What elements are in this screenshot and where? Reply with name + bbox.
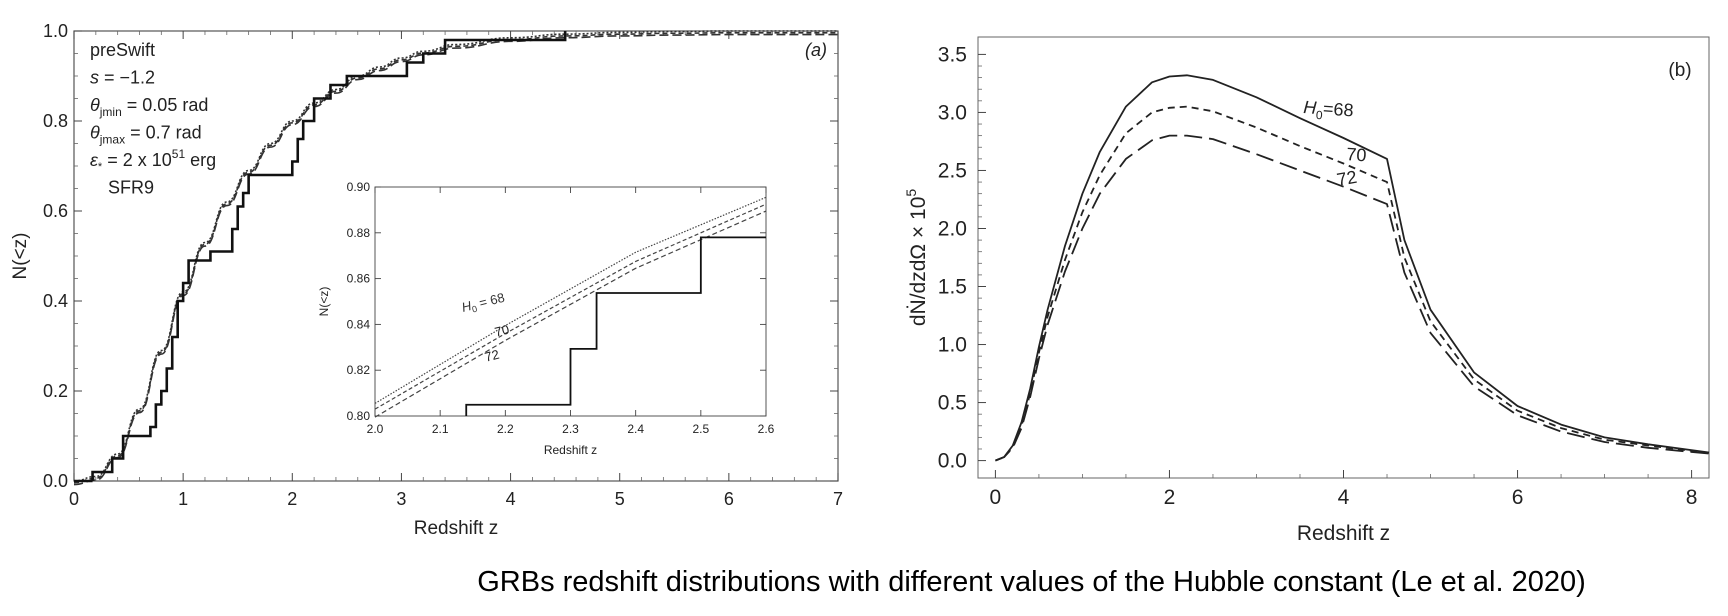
annotation-epsilon: ε* = 2 x 1051 erg — [90, 147, 216, 173]
panel-a-xtick-label: 3 — [396, 489, 406, 509]
panel-b-xtick-label: 6 — [1512, 486, 1524, 509]
inset-xtick-label: 2.2 — [497, 422, 514, 436]
panel-a-xtick-label: 6 — [724, 489, 734, 509]
panel-a-xtick-label: 0 — [69, 489, 79, 509]
panel-a-model-curve — [73, 33, 838, 486]
panel-a-ytick-label: 0.0 — [43, 471, 68, 491]
panel-b-label-70: 70 — [1346, 144, 1367, 165]
panel-b-curve — [995, 74, 1710, 462]
inset-ytick-label: 0.84 — [347, 317, 371, 331]
inset-label-h68: H0 = 68 — [460, 290, 507, 317]
inset-xtick-label: 2.0 — [367, 422, 384, 436]
inset-ytick-label: 0.80 — [347, 409, 371, 423]
panel-b-ytick-label: 2.0 — [938, 217, 967, 240]
annotation-theta-min: θjmin = 0.05 rad — [90, 95, 208, 119]
panel-a-xtick-label: 7 — [833, 489, 843, 509]
panel-a-xtick-label: 2 — [287, 489, 297, 509]
panel-b-ylabel: dṄ/dzdΩ × 105 — [903, 189, 930, 327]
panel-a-ylabel: N(<z) — [10, 233, 31, 280]
inset-xtick-label: 2.6 — [758, 422, 775, 436]
panel-a-model-curve — [73, 31, 838, 484]
annotation-theta-max: θjmax = 0.7 rad — [90, 123, 202, 147]
panel-b-label-h68: H0=68 — [1302, 97, 1354, 124]
inset-curve — [374, 196, 767, 404]
inset-ylabel: N(<z) — [317, 287, 331, 317]
panel-a-xtick-label: 1 — [178, 489, 188, 509]
panel-b-xlabel: Redshift z — [1297, 522, 1390, 545]
caption-text: GRBs redshift distributions with differe… — [477, 566, 1586, 598]
panel-a-ytick-label: 0.4 — [43, 291, 68, 311]
annotation-sfr: SFR9 — [108, 178, 154, 198]
panel-b-xtick-label: 4 — [1338, 486, 1350, 509]
panel-b-label: (b) — [1668, 60, 1691, 81]
panel-b-xtick-label: 0 — [990, 486, 1002, 509]
annotation-s-index: s = −1.2 — [90, 68, 155, 88]
panel-b-ytick-label: 1.0 — [938, 334, 967, 357]
panel-b-ytick-label: 0.0 — [938, 450, 967, 473]
panel-b-ytick-label: 3.0 — [938, 101, 967, 124]
panel-b-ytick-label: 3.5 — [938, 43, 967, 66]
panel-a-ytick-label: 1.0 — [43, 21, 68, 41]
panel-b-ytick-label: 0.5 — [938, 392, 967, 415]
panel-a-ytick-label: 0.2 — [43, 381, 68, 401]
inset-xtick-label: 2.3 — [562, 422, 579, 436]
inset-ytick-label: 0.82 — [347, 363, 371, 377]
inset-xtick-label: 2.4 — [627, 422, 644, 436]
figure-caption: GRBs redshift distributions with differe… — [0, 566, 1728, 599]
panel-a-observed-steps — [91, 31, 567, 481]
inset-curve — [374, 203, 767, 410]
panel-a-label: (a) — [805, 40, 827, 60]
inset-xtick-label: 2.5 — [692, 422, 709, 436]
inset-label-72: 72 — [483, 347, 501, 365]
panel-a-xtick-label: 4 — [506, 489, 516, 509]
annotation-preswift: preSwift — [90, 40, 155, 60]
panel-a-ytick-label: 0.6 — [43, 201, 68, 221]
inset-ytick-label: 0.86 — [347, 272, 371, 286]
inset-xlabel: Redshift z — [544, 443, 597, 457]
panel-a-xlabel: Redshift z — [414, 518, 498, 539]
panel-b-ytick-label: 2.5 — [938, 159, 967, 182]
panel-b-curve — [995, 134, 1710, 462]
inset-ytick-label: 0.88 — [347, 226, 371, 240]
panel-a-xtick-label: 5 — [615, 489, 625, 509]
panel-a-ytick-label: 0.8 — [43, 111, 68, 131]
inset-ytick-label: 0.90 — [347, 180, 371, 194]
panel-b-xtick-label: 2 — [1164, 486, 1176, 509]
panel-b-xtick-label: 8 — [1686, 486, 1698, 509]
inset-observed-steps — [465, 236, 766, 416]
panel-b-label-72: 72 — [1335, 167, 1358, 190]
inset-xtick-label: 2.1 — [432, 422, 449, 436]
panel-b-ytick-label: 1.5 — [938, 276, 967, 299]
inset-label-70: 70 — [493, 322, 511, 340]
